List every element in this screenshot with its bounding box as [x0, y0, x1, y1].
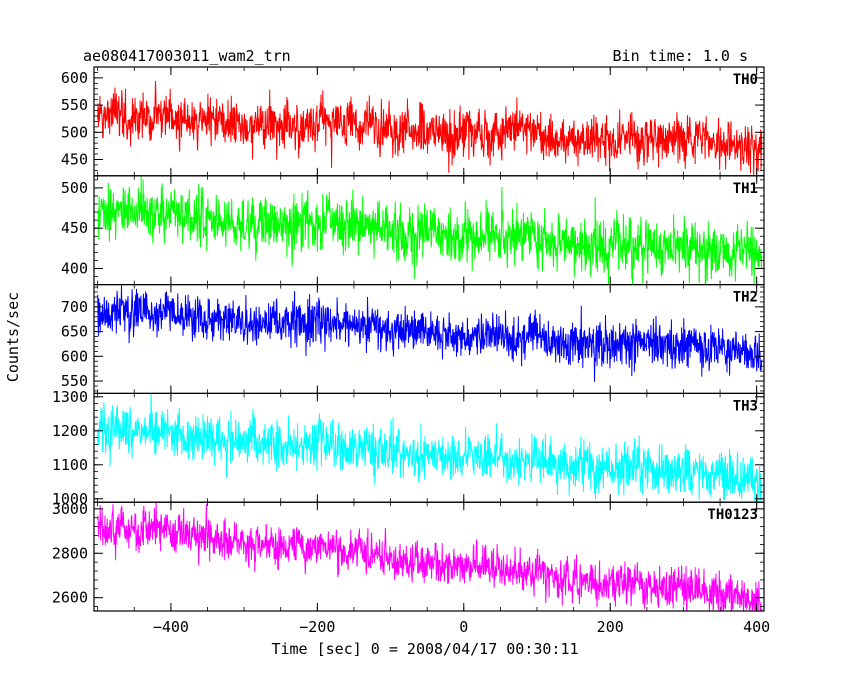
- x-tick-label: −400: [153, 618, 189, 636]
- panel-th2: 550 600 650 700 TH2: [61, 284, 765, 395]
- y-tick-label: 1000: [52, 490, 88, 508]
- series-line-th0123: [97, 502, 763, 612]
- chart-title: ae080417003011_wam2_trn: [83, 47, 291, 65]
- panel-th0: 450 500 550 600 TH0: [61, 66, 765, 177]
- y-tick-label: 1100: [52, 456, 88, 474]
- series-line-th1: [97, 175, 763, 285]
- panel-th0123: 2600 2800 3000 TH0123: [52, 500, 765, 612]
- y-tick-label: 500: [61, 123, 88, 141]
- x-tick-label: 200: [597, 618, 624, 636]
- y-tick-label: 600: [61, 347, 88, 365]
- series-line-th0: [97, 80, 763, 176]
- y-tick-label: 400: [61, 259, 88, 277]
- y-tick-label: 1300: [52, 388, 88, 406]
- panel-label-th1: TH1: [733, 181, 758, 197]
- y-tick-label: 2800: [52, 544, 88, 562]
- panel-label-th0123: TH0123: [707, 507, 758, 523]
- y-tick-label: 500: [61, 179, 88, 197]
- panel-label-th3: TH3: [733, 398, 758, 414]
- y-tick-label: 650: [61, 323, 88, 341]
- y-tick-label: 450: [61, 219, 88, 237]
- x-tick-label: 400: [743, 618, 770, 636]
- y-axis-label: Counts/sec: [4, 292, 22, 382]
- panels: 450 500 550 600 TH0 400 450 500 TH1 550 600 650 700 T…: [52, 66, 765, 612]
- series-line-th3: [97, 393, 763, 503]
- y-tick-label: 700: [61, 298, 88, 316]
- panel-label-th2: TH2: [733, 290, 758, 306]
- panel-label-th0: TH0: [733, 72, 758, 88]
- y-tick-label: 550: [61, 96, 88, 114]
- bin-time-label: Bin time: 1.0 s: [613, 47, 748, 65]
- x-axis-label: Time [sec] 0 = 2008/04/17 00:30:11: [271, 640, 578, 658]
- series-line-th2: [97, 285, 763, 382]
- y-tick-label: 550: [61, 372, 88, 390]
- y-tick-label: 600: [61, 69, 88, 87]
- panel-frame: [93, 501, 765, 612]
- x-axis: −400 −200 0 200 400: [153, 618, 770, 636]
- y-tick-label: 450: [61, 150, 88, 168]
- y-tick-label: 1200: [52, 422, 88, 440]
- x-tick-label: 0: [459, 618, 468, 636]
- y-tick-label: 3000: [52, 500, 88, 518]
- y-tick-label: 2600: [52, 589, 88, 607]
- x-tick-label: −200: [299, 618, 335, 636]
- panel-th1: 400 450 500 TH1: [61, 175, 765, 286]
- panel-th3: 1000 1100 1200 1300 TH3: [52, 388, 765, 508]
